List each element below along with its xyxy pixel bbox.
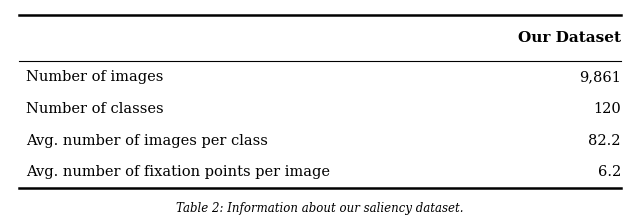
Text: Our Dataset: Our Dataset	[518, 31, 621, 45]
Text: Number of images: Number of images	[26, 70, 163, 84]
Text: 120: 120	[593, 102, 621, 116]
Text: 9,861: 9,861	[579, 70, 621, 84]
Text: 82.2: 82.2	[588, 134, 621, 148]
Text: Avg. number of fixation points per image: Avg. number of fixation points per image	[26, 166, 330, 179]
Text: Avg. number of images per class: Avg. number of images per class	[26, 134, 268, 148]
Text: 6.2: 6.2	[598, 166, 621, 179]
Text: Table 2: Information about our saliency dataset.: Table 2: Information about our saliency …	[176, 201, 464, 215]
Text: Number of classes: Number of classes	[26, 102, 163, 116]
